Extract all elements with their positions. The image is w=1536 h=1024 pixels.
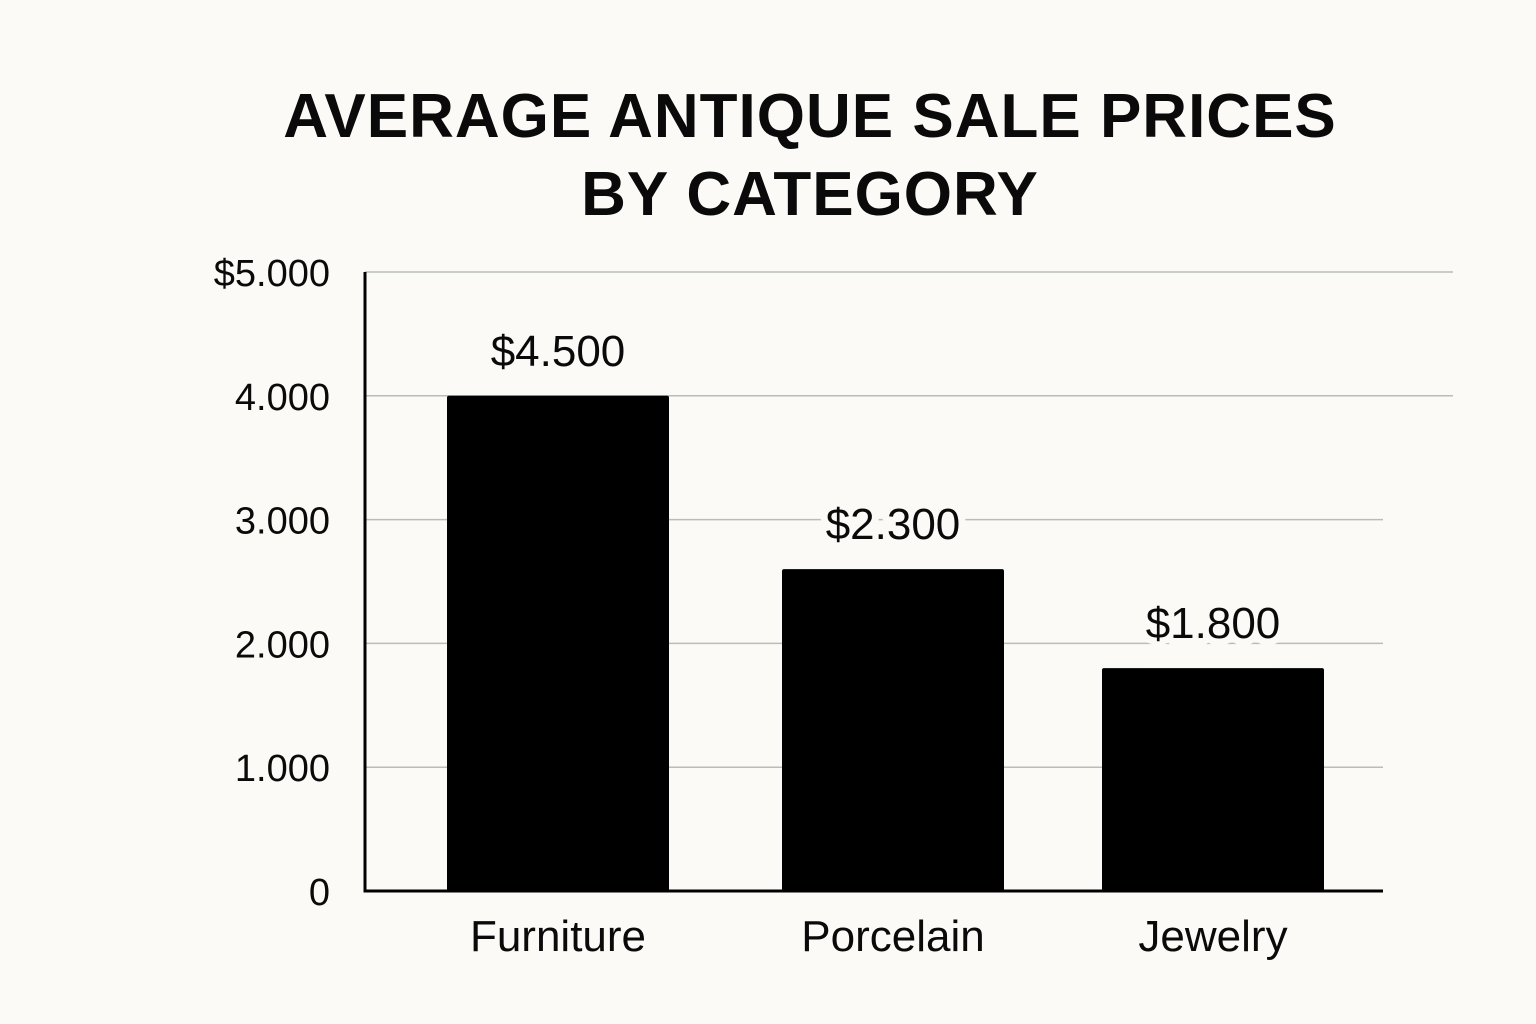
data-label-furniture: $4.500 xyxy=(491,327,626,376)
y-tick-label-5: $5.000 xyxy=(214,253,330,295)
y-tick-label-0: 0 xyxy=(309,872,330,914)
y-tick-label-1: 1.000 xyxy=(235,748,330,790)
x-tick-label-jewelry: Jewelry xyxy=(1138,912,1287,961)
y-tick-label-4: 4.000 xyxy=(235,377,330,419)
y-tick-label-2: 2.000 xyxy=(235,624,330,666)
x-tick-label-porcelain: Porcelain xyxy=(801,912,984,961)
data-label-jewelry: $1.800 xyxy=(1146,599,1281,648)
chart-title-line-2: BY CATEGORY xyxy=(581,160,1039,229)
bar-porcelain xyxy=(782,569,1004,891)
chart-title-line-1: AVERAGE ANTIQUE SALE PRICES xyxy=(283,82,1337,151)
x-tick-label-furniture: Furniture xyxy=(470,912,646,961)
bar-furniture xyxy=(447,395,669,891)
bar-jewelry xyxy=(1102,668,1324,891)
data-label-porcelain: $2.300 xyxy=(826,500,961,549)
y-tick-label-3: 3.000 xyxy=(235,501,330,543)
